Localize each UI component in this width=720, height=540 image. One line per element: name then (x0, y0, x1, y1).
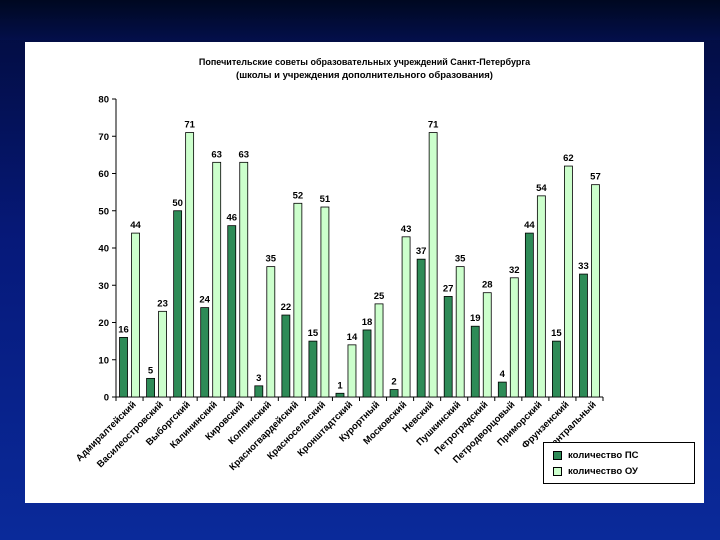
bar-ou (131, 232, 140, 398)
legend-item-ou: количество ОУ (553, 465, 638, 477)
y-tick-label: 20 (98, 318, 109, 329)
bar-ps (416, 258, 426, 398)
value-label-ps: 50 (172, 198, 183, 209)
chart-title: Попечительские советы образовательных уч… (198, 57, 531, 67)
slide-header-band (0, 0, 720, 40)
bar-ou (509, 277, 519, 398)
y-tick-label: 10 (98, 355, 109, 366)
value-label-ps: 2 (391, 377, 396, 388)
value-label-ps: 22 (281, 302, 292, 313)
value-label-ps: 33 (578, 261, 589, 272)
value-label-ps: 15 (551, 328, 562, 339)
bar-ou (266, 266, 276, 398)
value-label-ou: 35 (455, 254, 466, 265)
bar-ps (146, 377, 155, 398)
value-label-ps: 46 (226, 213, 237, 224)
y-tick-label: 70 (98, 132, 109, 143)
value-label-ou: 43 (401, 224, 412, 235)
bar-ps (119, 336, 128, 398)
bar-ps (173, 210, 183, 398)
value-label-ps: 5 (148, 365, 154, 376)
value-label-ou: 25 (374, 291, 385, 302)
value-label-ou: 23 (157, 298, 168, 309)
value-label-ps: 27 (443, 283, 454, 294)
value-label-ps: 3 (256, 373, 261, 384)
y-tick-label: 50 (98, 206, 109, 217)
value-label-ps: 4 (500, 369, 506, 380)
y-tick-label: 40 (98, 244, 109, 255)
bar-ps (470, 325, 480, 398)
bar-ps (443, 296, 453, 398)
bar-ps (362, 329, 372, 398)
value-label-ou: 57 (590, 172, 601, 183)
legend-label-ou: количество ОУ (568, 465, 638, 477)
value-label-ou: 28 (482, 280, 493, 291)
legend-swatch-ps (553, 450, 562, 460)
bar-ou (185, 132, 195, 398)
bar-ou (428, 132, 438, 398)
legend-label-ps: количество ПС (568, 449, 639, 461)
value-label-ps: 37 (416, 246, 427, 257)
bar-ou (591, 184, 600, 398)
value-label-ps: 44 (524, 220, 535, 231)
bar-chart: 010203040506070801644Адмиралтейский523Ва… (74, 95, 604, 473)
bar-ps (497, 381, 507, 398)
chart-subtitle: (школы и учреждения дополнительного обра… (236, 70, 493, 81)
value-label-ou: 71 (184, 120, 195, 131)
bar-ps (579, 273, 588, 398)
bar-ps (200, 307, 210, 398)
value-label-ou: 32 (509, 265, 520, 276)
value-label-ps: 18 (362, 317, 373, 328)
bar-ou (455, 266, 465, 398)
y-tick-label: 0 (104, 393, 109, 404)
y-tick-label: 60 (98, 169, 109, 180)
bar-ps (335, 392, 345, 398)
value-label-ps: 24 (199, 295, 210, 306)
bar-ps (308, 340, 318, 398)
bar-ps (254, 385, 264, 398)
value-label-ou: 63 (238, 149, 249, 160)
value-label-ou: 71 (428, 120, 439, 131)
value-label-ps: 16 (118, 324, 129, 335)
bar-ou (293, 202, 303, 398)
legend-swatch-ou (553, 466, 562, 476)
bar-ou (374, 303, 384, 398)
bar-ps (552, 340, 561, 398)
bar-ou (564, 165, 573, 398)
legend-item-ps: количество ПС (553, 449, 639, 461)
value-label-ps: 15 (308, 328, 319, 339)
bar-ou (212, 161, 222, 398)
bar-ps (281, 314, 291, 398)
y-tick-label: 30 (98, 281, 109, 292)
bar-ou (320, 206, 330, 398)
value-label-ou: 62 (563, 153, 574, 164)
value-label-ou: 54 (536, 183, 547, 194)
bar-ou (536, 195, 546, 398)
bar-ps (389, 389, 399, 398)
bar-ou (239, 161, 249, 398)
bar-ou (482, 292, 492, 398)
bar-ou (347, 344, 357, 398)
value-label-ou: 44 (130, 220, 141, 231)
bar-ps (524, 232, 534, 398)
value-label-ou: 14 (347, 332, 358, 343)
bar-ou (158, 310, 167, 398)
bar-ou (401, 236, 411, 398)
value-label-ou: 63 (211, 149, 222, 160)
chart-legend: количество ПС количество ОУ (543, 442, 695, 484)
value-label-ps: 1 (337, 380, 343, 391)
y-tick-label: 80 (98, 95, 109, 106)
bar-ps (227, 225, 237, 398)
value-label-ou: 51 (320, 194, 331, 205)
value-label-ps: 19 (470, 313, 481, 324)
chart-panel: Попечительские советы образовательных уч… (25, 42, 704, 503)
value-label-ou: 52 (293, 190, 304, 201)
value-label-ou: 35 (266, 254, 277, 265)
